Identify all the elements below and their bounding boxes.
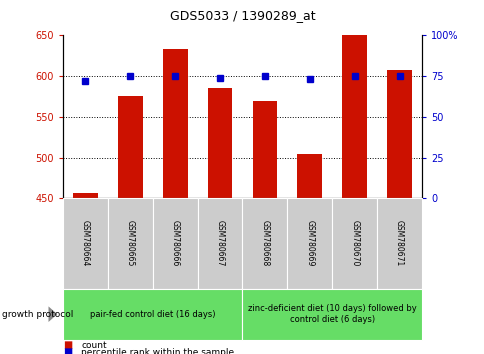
Bar [163,49,187,198]
Bar [73,193,98,198]
Text: GSM780664: GSM780664 [81,220,90,267]
Text: GSM780670: GSM780670 [349,220,359,267]
Bar [207,88,232,198]
Bar [252,101,277,198]
Text: GSM780666: GSM780666 [170,220,180,267]
Text: growth protocol: growth protocol [2,310,74,319]
Text: GDS5033 / 1390289_at: GDS5033 / 1390289_at [169,9,315,22]
Text: count: count [81,341,107,350]
Bar [342,35,366,198]
Text: GSM780669: GSM780669 [304,220,314,267]
Text: GSM780671: GSM780671 [394,220,403,267]
Text: pair-fed control diet (16 days): pair-fed control diet (16 days) [90,310,215,319]
Bar [386,70,411,198]
Text: ■: ■ [63,340,72,350]
Bar [297,154,321,198]
Text: GSM780668: GSM780668 [260,220,269,267]
Text: GSM780667: GSM780667 [215,220,224,267]
Text: zinc-deficient diet (10 days) followed by
control diet (6 days): zinc-deficient diet (10 days) followed b… [247,304,416,324]
Bar [118,97,142,198]
Text: ■: ■ [63,347,72,354]
Text: percentile rank within the sample: percentile rank within the sample [81,348,234,354]
Text: GSM780665: GSM780665 [125,220,135,267]
